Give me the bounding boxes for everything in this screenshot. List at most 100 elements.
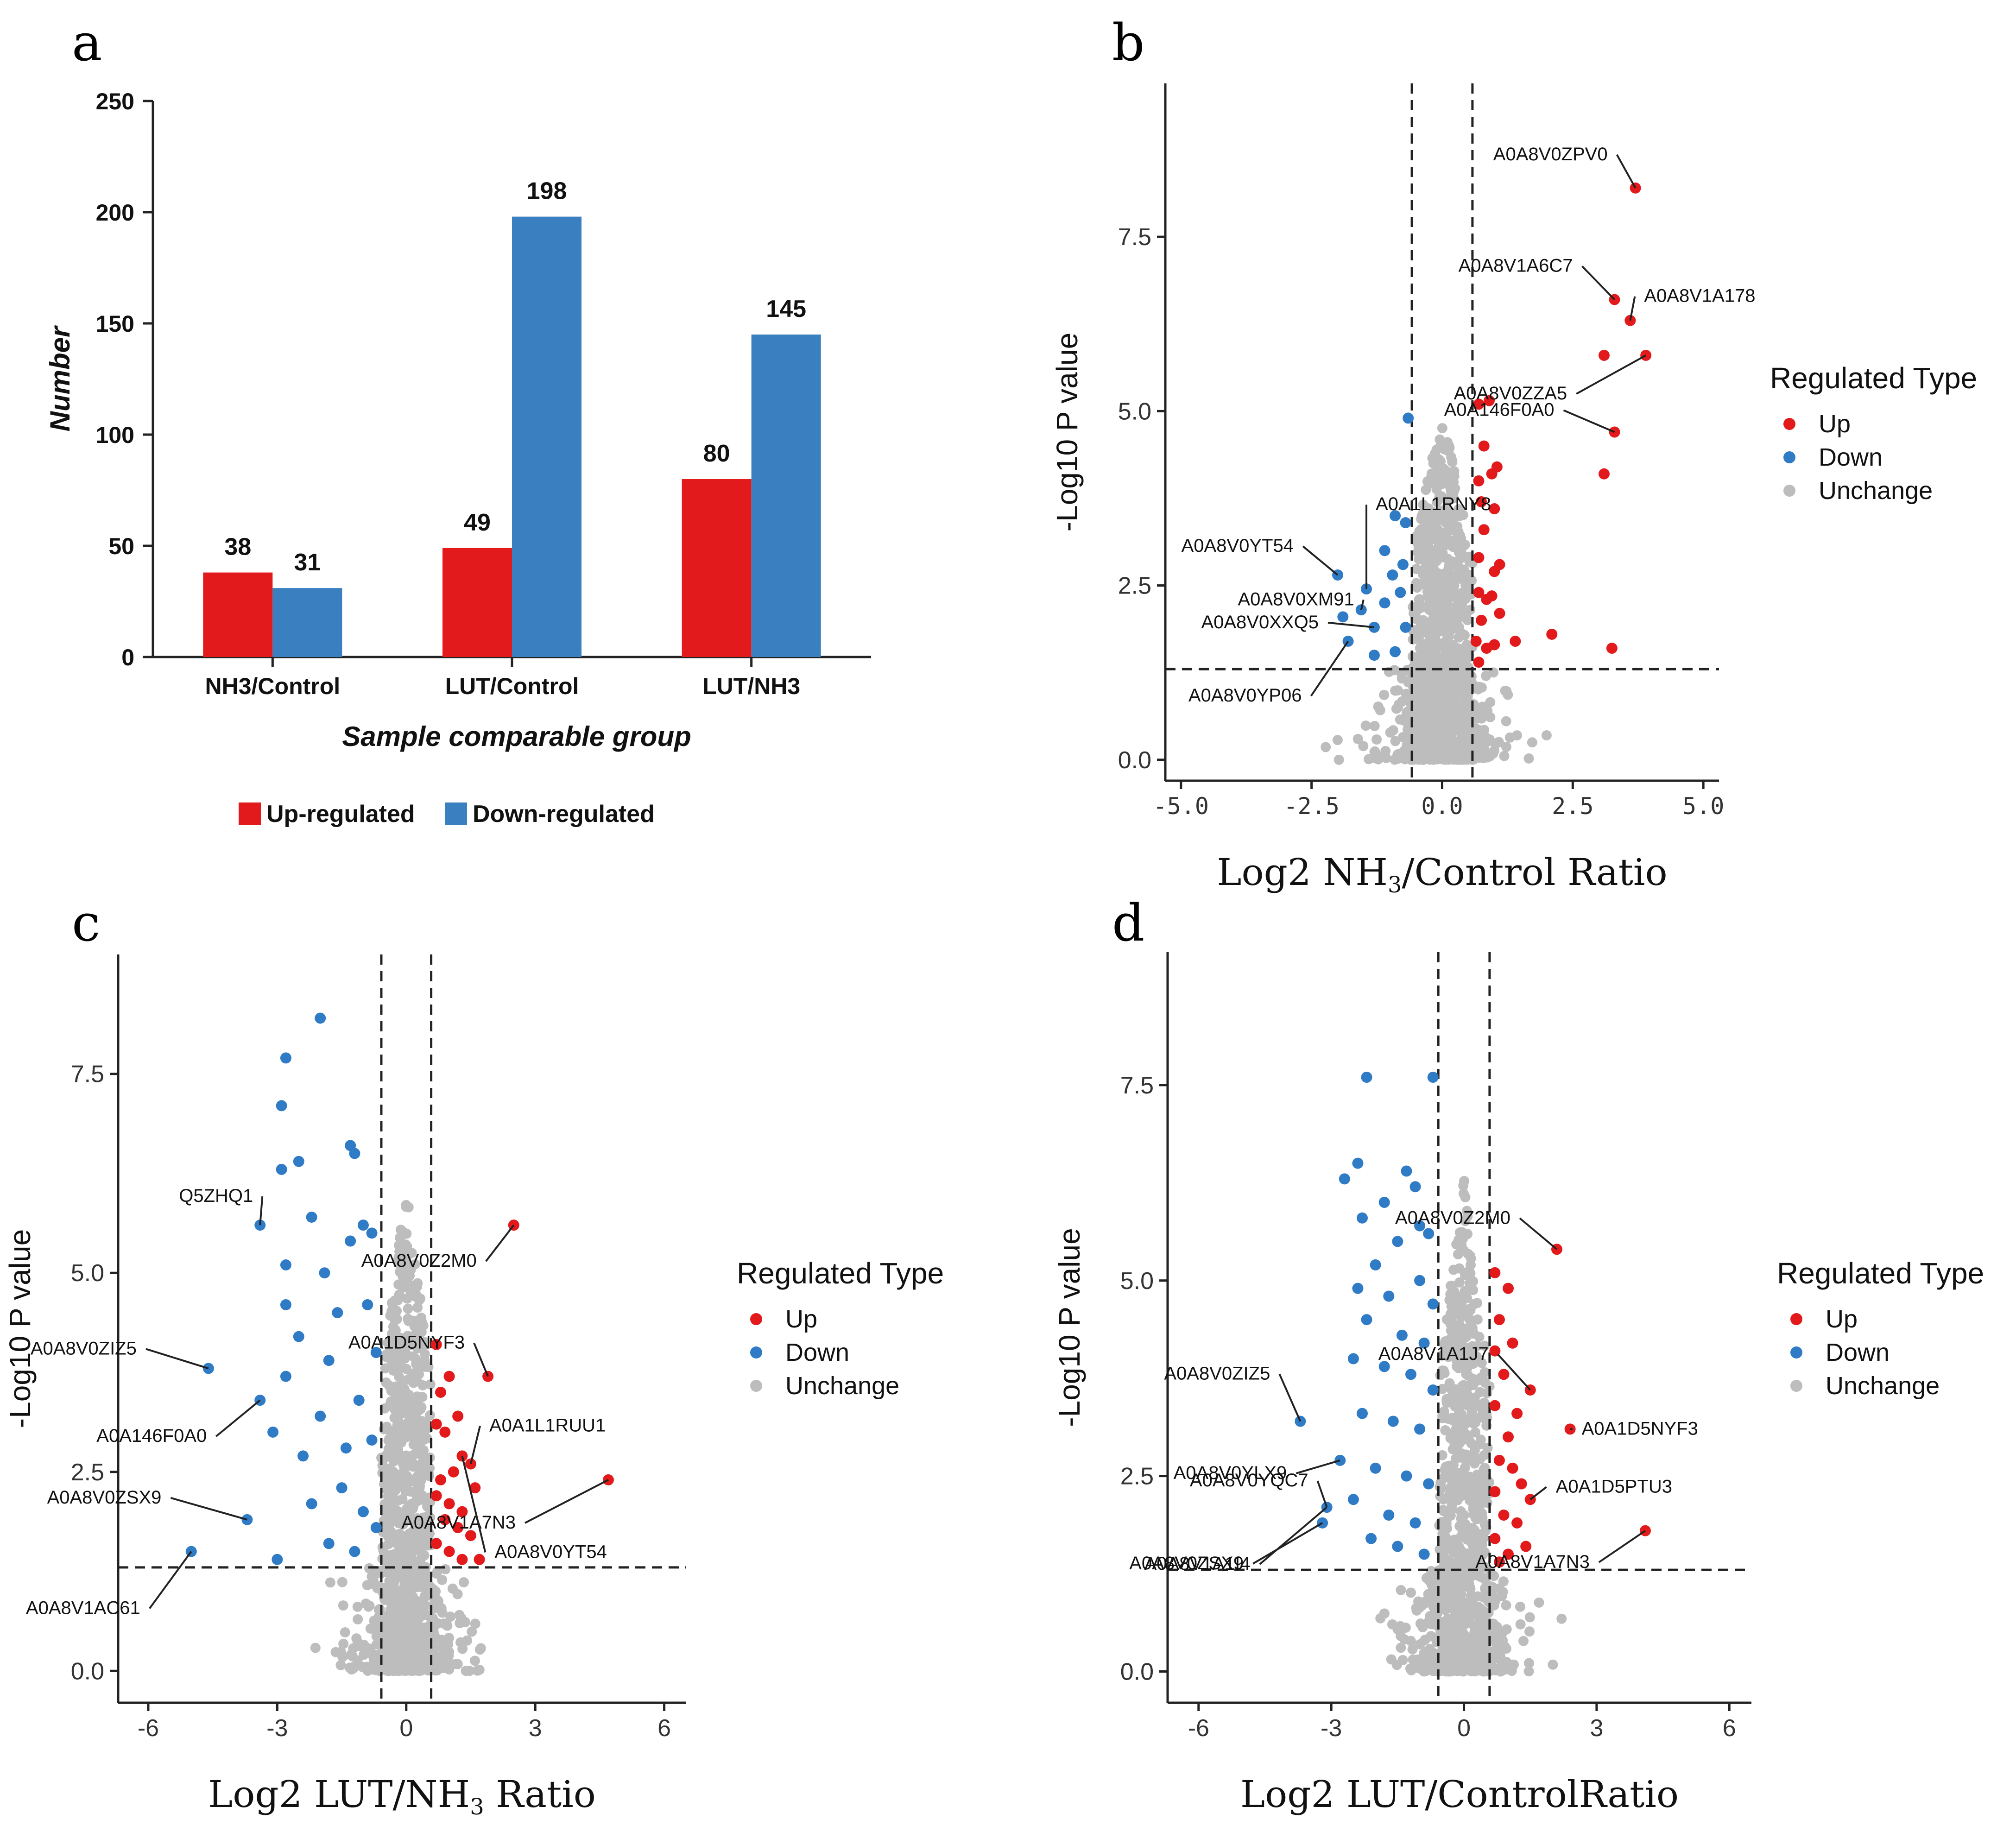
point-annotation: A0A8V0ZSX9 xyxy=(1129,1553,1244,1573)
point-unchange xyxy=(1472,1514,1482,1525)
point-up xyxy=(1493,1314,1505,1326)
point-annotation: A0A8V0YQC7 xyxy=(1190,1470,1308,1491)
point-up xyxy=(1546,628,1558,640)
point-unchange xyxy=(1430,655,1441,666)
point-down xyxy=(1361,1072,1372,1083)
point-unchange xyxy=(1448,715,1459,726)
legend-swatch xyxy=(1790,1380,1802,1392)
point-unchange xyxy=(1458,541,1468,552)
point-unchange xyxy=(367,1571,377,1582)
point-unchange xyxy=(1450,1401,1460,1412)
point-annotation: A0A1D5NYF3 xyxy=(348,1333,465,1353)
point-down xyxy=(323,1538,335,1549)
point-unchange xyxy=(1471,1666,1481,1676)
point-unchange xyxy=(444,1633,455,1643)
x-tick-label: -3 xyxy=(1321,1715,1342,1742)
annotation-leader xyxy=(215,1399,261,1437)
point-down xyxy=(1379,545,1390,556)
point-unchange xyxy=(338,1600,348,1611)
point-down xyxy=(366,1434,378,1446)
point-unchange xyxy=(409,1517,420,1528)
unchanged-cloud xyxy=(310,1200,486,1676)
y-tick-label: 7.5 xyxy=(1120,1072,1154,1099)
legend-swatch xyxy=(1790,1346,1802,1358)
point-unchange xyxy=(394,1356,405,1367)
point-down xyxy=(280,1299,291,1310)
point-unchange xyxy=(1459,630,1470,640)
point-unchange xyxy=(1426,752,1437,763)
point-up xyxy=(439,1426,451,1438)
point-unchange xyxy=(474,1644,485,1655)
point-unchange xyxy=(438,1618,449,1629)
point-unchange xyxy=(1456,1510,1467,1521)
point-unchange xyxy=(431,1568,442,1579)
point-up xyxy=(1473,657,1485,668)
point-unchange xyxy=(1375,705,1385,715)
point-unchange xyxy=(1456,1589,1466,1599)
point-down xyxy=(1397,559,1409,570)
point-up xyxy=(1507,1462,1518,1474)
point-unchange xyxy=(380,1506,391,1516)
point-up xyxy=(1478,440,1490,452)
point-unchange xyxy=(1424,594,1435,604)
annotation-leader xyxy=(1316,1480,1328,1508)
point-unchange xyxy=(1454,1521,1465,1531)
point-unchange xyxy=(1437,547,1448,558)
point-annotation: A0A8V1A1J7 xyxy=(1378,1344,1489,1364)
bar-up-regulated xyxy=(682,479,752,657)
point-unchange xyxy=(415,1541,425,1552)
legend-label: Down xyxy=(1826,1339,1890,1366)
point-down xyxy=(366,1227,378,1239)
point-unchange xyxy=(392,1655,403,1666)
point-unchange xyxy=(394,1628,404,1639)
point-unchange xyxy=(455,1618,465,1629)
legend-swatch xyxy=(750,1346,762,1358)
point-unchange xyxy=(1456,1531,1466,1542)
point-up xyxy=(1491,461,1503,473)
point-annotation: A0A8V0XM91 xyxy=(1238,589,1354,609)
point-down xyxy=(353,1395,365,1406)
point-unchange xyxy=(381,1377,392,1388)
point-unchange xyxy=(394,1291,405,1302)
legend-label: Unchange xyxy=(785,1372,899,1400)
point-down xyxy=(336,1482,348,1494)
point-unchange xyxy=(1497,1640,1507,1651)
point-unchange xyxy=(454,1610,465,1620)
x-axis-title: Log2 NH3/Control Ratio xyxy=(1217,851,1667,898)
legend-swatch xyxy=(1783,485,1795,497)
point-unchange xyxy=(348,1643,359,1654)
annotation-leader xyxy=(1252,1522,1323,1565)
point-unchange xyxy=(1464,1314,1474,1324)
point-unchange xyxy=(411,1376,422,1387)
point-down xyxy=(1387,1415,1399,1427)
point-unchange xyxy=(1441,690,1452,701)
point-unchange xyxy=(1422,1665,1432,1675)
x-tick-label: 0.0 xyxy=(1421,793,1463,820)
point-down xyxy=(1401,1165,1412,1177)
point-unchange xyxy=(1449,471,1460,481)
point-up xyxy=(1510,636,1521,647)
point-unchange xyxy=(1501,1600,1511,1611)
point-unchange xyxy=(1450,690,1460,701)
x-axis-title-subscript: 3 xyxy=(470,1794,484,1820)
point-annotation: A0A146F0A0 xyxy=(96,1426,207,1446)
legend-title: Regulated Type xyxy=(1777,1257,1984,1290)
annotation-leader xyxy=(1581,265,1615,300)
point-unchange xyxy=(401,1576,411,1587)
point-unchange xyxy=(358,1649,369,1660)
point-unchange xyxy=(1534,1597,1544,1608)
point-up xyxy=(1498,1369,1510,1380)
annotation-leader xyxy=(1576,354,1647,395)
point-unchange xyxy=(1421,485,1431,495)
point-unchange xyxy=(1485,697,1496,708)
point-unchange xyxy=(1440,1616,1450,1627)
point-unchange xyxy=(1445,654,1456,665)
point-unchange xyxy=(1472,1341,1483,1352)
point-unchange xyxy=(1462,639,1473,650)
legend-label: Up xyxy=(1819,410,1851,438)
point-unchange xyxy=(1456,1323,1466,1334)
point-unchange xyxy=(1459,1343,1469,1354)
point-unchange xyxy=(1479,738,1490,749)
annotation-leader xyxy=(485,1224,515,1262)
